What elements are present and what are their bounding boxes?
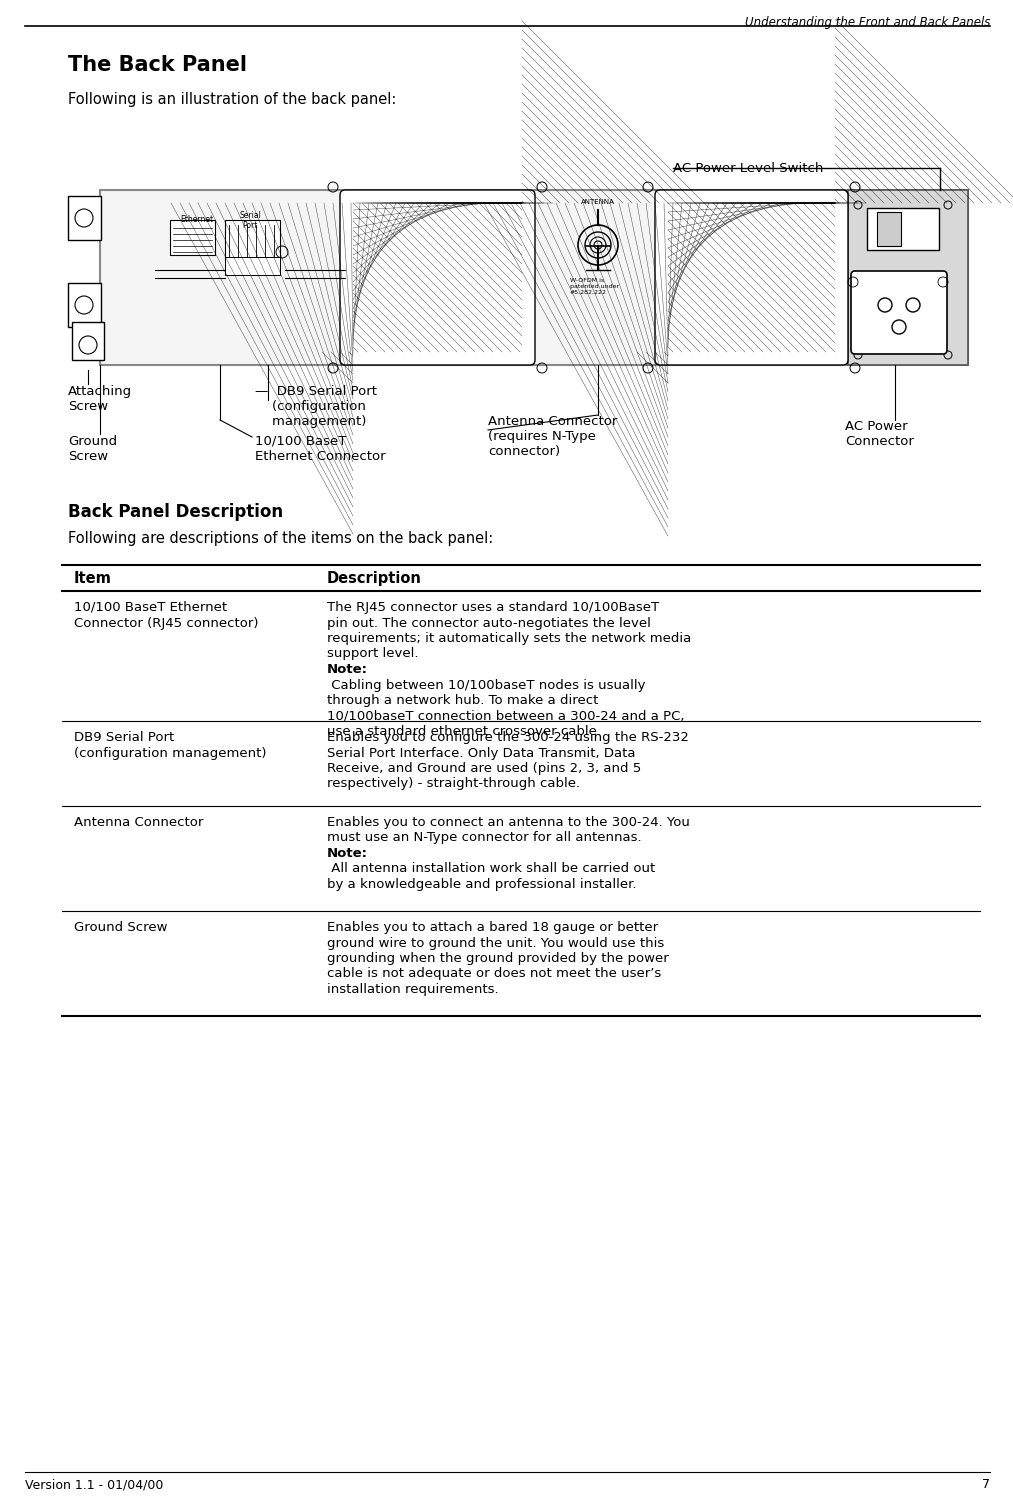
Text: Enables you to configure the 300-24 using the RS-232: Enables you to configure the 300-24 usin… bbox=[327, 731, 689, 745]
Bar bbox=[68, 283, 101, 327]
Text: cable is not adequate or does not meet the user’s: cable is not adequate or does not meet t… bbox=[327, 968, 661, 981]
Text: 7: 7 bbox=[982, 1479, 990, 1491]
Bar bbox=[225, 220, 280, 261]
Text: AC Power Level Switch: AC Power Level Switch bbox=[673, 162, 824, 174]
Text: Following is an illustration of the back panel:: Following is an illustration of the back… bbox=[68, 91, 396, 106]
Text: DB9 Serial Port: DB9 Serial Port bbox=[74, 731, 174, 745]
Text: W-OFDM is
patented under
#5,282,222: W-OFDM is patented under #5,282,222 bbox=[570, 279, 619, 295]
FancyBboxPatch shape bbox=[851, 271, 947, 354]
Text: 10/100 BaseT Ethernet: 10/100 BaseT Ethernet bbox=[74, 601, 227, 614]
Text: AC Power
Connector: AC Power Connector bbox=[845, 419, 914, 448]
Bar bbox=[170, 220, 215, 255]
Text: Antenna Connector: Antenna Connector bbox=[74, 816, 204, 828]
Text: 10/100 BaseT
Ethernet Connector: 10/100 BaseT Ethernet Connector bbox=[255, 434, 386, 463]
Text: support level.: support level. bbox=[327, 647, 418, 661]
Text: Cabling between 10/100baseT nodes is usually: Cabling between 10/100baseT nodes is usu… bbox=[327, 679, 645, 692]
Bar bbox=[100, 190, 968, 366]
Text: ground wire to ground the unit. You would use this: ground wire to ground the unit. You woul… bbox=[327, 936, 665, 950]
Text: Version 1.1 - 01/04/00: Version 1.1 - 01/04/00 bbox=[25, 1479, 163, 1491]
FancyBboxPatch shape bbox=[340, 190, 535, 366]
Text: Note:: Note: bbox=[327, 846, 368, 860]
Text: Understanding the Front and Back Panels: Understanding the Front and Back Panels bbox=[745, 16, 990, 28]
Bar bbox=[867, 208, 939, 250]
Bar bbox=[225, 258, 280, 276]
Text: Receive, and Ground are used (pins 2, 3, and 5: Receive, and Ground are used (pins 2, 3,… bbox=[327, 762, 641, 774]
Bar bbox=[848, 190, 968, 366]
Text: ANTENNA: ANTENNA bbox=[581, 199, 615, 205]
Text: Attaching
Screw: Attaching Screw bbox=[68, 385, 132, 413]
Bar bbox=[848, 190, 968, 366]
Text: Serial Port Interface. Only Data Transmit, Data: Serial Port Interface. Only Data Transmi… bbox=[327, 746, 635, 759]
Text: grounding when the ground provided by the power: grounding when the ground provided by th… bbox=[327, 953, 669, 965]
Text: requirements; it automatically sets the network media: requirements; it automatically sets the … bbox=[327, 632, 691, 646]
Text: Item: Item bbox=[74, 571, 111, 586]
Text: —  DB9 Serial Port
    (configuration
    management): — DB9 Serial Port (configuration managem… bbox=[255, 385, 377, 428]
Text: Enables you to attach a bared 18 gauge or better: Enables you to attach a bared 18 gauge o… bbox=[327, 921, 658, 933]
Bar bbox=[72, 322, 104, 360]
Text: installation requirements.: installation requirements. bbox=[327, 983, 498, 996]
Text: 10/100baseT connection between a 300-24 and a PC,: 10/100baseT connection between a 300-24 … bbox=[327, 710, 685, 722]
Text: by a knowledgeable and professional installer.: by a knowledgeable and professional inst… bbox=[327, 878, 636, 891]
Bar bbox=[353, 204, 522, 352]
Text: Ground
Screw: Ground Screw bbox=[68, 434, 118, 463]
Text: Ethernet: Ethernet bbox=[180, 216, 214, 225]
Text: use a standard ethernet crossover cable.: use a standard ethernet crossover cable. bbox=[327, 725, 601, 739]
FancyBboxPatch shape bbox=[655, 190, 848, 366]
Bar bbox=[68, 196, 101, 240]
Text: All antenna installation work shall be carried out: All antenna installation work shall be c… bbox=[327, 863, 655, 875]
Text: through a network hub. To make a direct: through a network hub. To make a direct bbox=[327, 694, 599, 707]
Text: respectively) - straight-through cable.: respectively) - straight-through cable. bbox=[327, 777, 580, 791]
Bar bbox=[877, 213, 901, 246]
Text: Back Panel Description: Back Panel Description bbox=[68, 503, 283, 521]
Text: (configuration management): (configuration management) bbox=[74, 746, 266, 759]
Text: The Back Panel: The Back Panel bbox=[68, 55, 247, 75]
Text: pin out. The connector auto-negotiates the level: pin out. The connector auto-negotiates t… bbox=[327, 617, 651, 629]
Text: Following are descriptions of the items on the back panel:: Following are descriptions of the items … bbox=[68, 530, 493, 545]
Text: Antenna Connector
(requires N-Type
connector): Antenna Connector (requires N-Type conne… bbox=[488, 415, 617, 458]
Text: Enables you to connect an antenna to the 300-24. You: Enables you to connect an antenna to the… bbox=[327, 816, 690, 828]
Text: Note:: Note: bbox=[327, 664, 368, 676]
Text: must use an N-Type connector for all antennas.: must use an N-Type connector for all ant… bbox=[327, 831, 641, 845]
Text: Ground Screw: Ground Screw bbox=[74, 921, 167, 933]
Text: The RJ45 connector uses a standard 10/100BaseT: The RJ45 connector uses a standard 10/10… bbox=[327, 601, 659, 614]
Text: Description: Description bbox=[327, 571, 421, 586]
Text: Serial
Port: Serial Port bbox=[239, 211, 261, 231]
Text: Connector (RJ45 connector): Connector (RJ45 connector) bbox=[74, 617, 258, 629]
